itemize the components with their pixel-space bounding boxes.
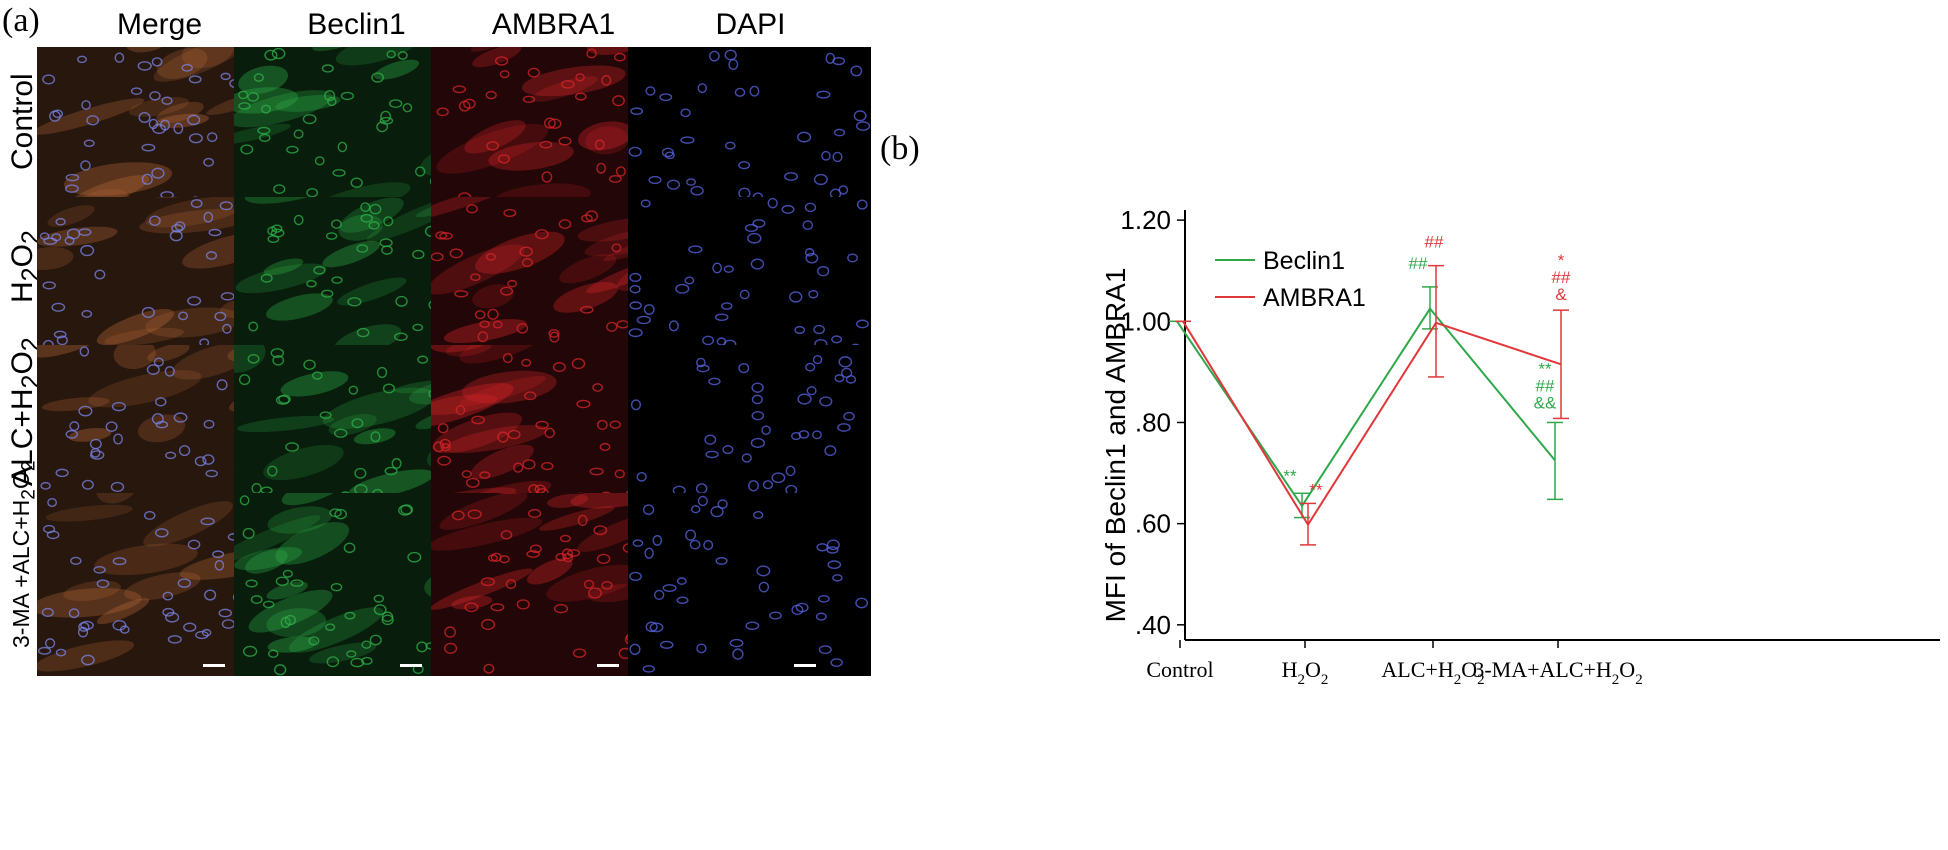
significance-mark: **: [1283, 466, 1297, 485]
row-label-3ma-alc-h2o2: 3-MA +ALC+H2O2: [8, 461, 41, 649]
micrograph-dapi-3ma-alc-h2o2: [628, 493, 871, 676]
significance-mark: ##: [1425, 233, 1444, 252]
legend-label-beclin1: Beclin1: [1263, 247, 1345, 275]
significance-mark: **: [1309, 480, 1323, 499]
row-label-control: Control: [6, 73, 40, 170]
y-axis-label: MFI of Beclin1 and AMBRA1: [1100, 268, 1131, 623]
series-line-ambra1: [1182, 320, 1562, 527]
column-header-dapi: DAPI: [715, 8, 786, 41]
column-header-ambra1: AMBRA1: [491, 8, 616, 41]
series-line-beclin1: [1176, 306, 1556, 508]
panel-b-label: (b): [880, 130, 920, 167]
mfi-line-chart: .40 .60 .80 1.00 1.20 Control H2O2 ALC+H2O23-MA…: [1100, 205, 1940, 688]
significance-mark: **: [1538, 359, 1552, 378]
row-label-suffix: O: [6, 244, 39, 268]
significance-mark: &: [1555, 285, 1567, 304]
significance-mark: ##: [1552, 268, 1571, 287]
row-label-text: H: [6, 281, 39, 303]
panel-a-label: (a): [2, 2, 40, 39]
x-tick-label: Control: [1146, 657, 1213, 682]
y-tick-label: 1.20: [1120, 205, 1171, 235]
x-tick-label: ALC+H2O2: [1381, 657, 1484, 688]
legend-label-ambra1: AMBRA1: [1263, 284, 1366, 312]
y-tick-label: .40: [1135, 610, 1171, 640]
row-label-text: Control: [6, 73, 39, 170]
column-header-merge: Merge: [116, 8, 203, 41]
significance-mark: &&: [1534, 393, 1557, 412]
significance-mark: ##: [1409, 254, 1428, 273]
y-tick-label: .60: [1135, 509, 1171, 539]
row-label-suffix: O: [6, 351, 39, 375]
column-header-beclin1: Beclin1: [307, 8, 406, 41]
x-tick-label: 3-MA+ALC+H2O2: [1473, 657, 1642, 688]
significance-mark: *: [1558, 251, 1565, 270]
row-label-suffix: O: [8, 471, 34, 490]
x-tick-label: H2O2: [1282, 657, 1329, 688]
y-tick-label: 1.00: [1120, 306, 1171, 336]
y-tick-label: .80: [1135, 407, 1171, 437]
significance-mark: ##: [1536, 376, 1555, 395]
row-label-text: 3-MA +ALC+H: [8, 499, 34, 648]
